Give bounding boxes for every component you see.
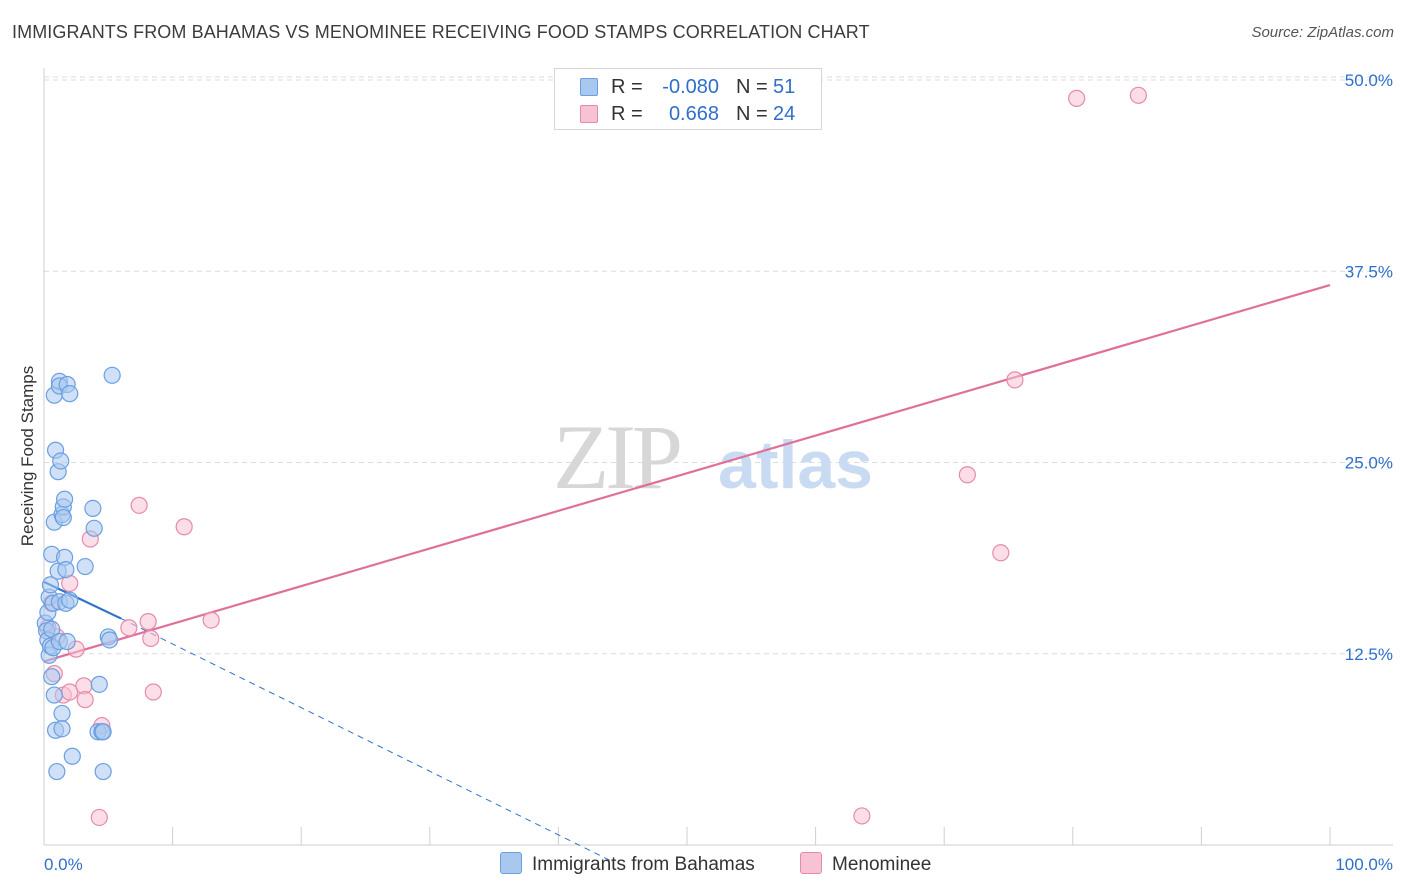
menominee-point [76, 691, 94, 709]
menominee-point [175, 518, 193, 536]
y-axis-label: Receiving Food Stamps [18, 366, 37, 546]
bahamas-point [61, 385, 79, 403]
y-tick-label: 25.0% [1345, 454, 1393, 473]
bottom-legend-label: Menominee [832, 854, 932, 875]
bottom-legend-bahamas: Immigrants from Bahamas [500, 852, 755, 876]
menominee-point [142, 629, 160, 648]
menominee-point [1068, 89, 1086, 107]
legend-r-label: R = [611, 103, 643, 125]
bahamas-point [57, 560, 75, 579]
source-label: Source: ZipAtlas.com [1251, 24, 1394, 41]
watermark-zip: ZIP [553, 406, 680, 508]
menominee-point [853, 807, 871, 825]
menominee-point [958, 466, 976, 484]
bahamas-point [76, 557, 94, 576]
legend-swatch-pink [580, 105, 598, 123]
bahamas-point [63, 747, 81, 765]
menominee-point [130, 496, 148, 514]
bahamas-point [100, 631, 119, 649]
bahamas-point [53, 720, 71, 738]
bahamas-point [41, 576, 60, 594]
watermark-atlas: atlas [718, 427, 873, 503]
bottom-legend-label: Immigrants from Bahamas [532, 854, 755, 875]
bahamas-point [61, 591, 79, 609]
bottom-legend-menominee: Menominee [800, 852, 931, 876]
menominee-point [1129, 86, 1147, 104]
menominee-point [1006, 371, 1024, 389]
bahamas-point [45, 686, 63, 704]
bahamas-trend-extension [120, 618, 611, 861]
bahamas-point [52, 452, 70, 470]
bahamas-point [58, 632, 76, 651]
bahamas-point [84, 499, 102, 517]
bottom-swatch-blue [500, 852, 522, 874]
bahamas-point [54, 508, 72, 527]
legend-r-label: R = [611, 76, 643, 98]
bahamas-point [43, 668, 61, 686]
bahamas-point [48, 762, 66, 781]
x-tick-label-min: 0.0% [44, 855, 83, 874]
bahamas-point [94, 723, 112, 741]
legend-n-label: N = [736, 76, 768, 98]
menominee-trend-line [43, 283, 1331, 663]
chart-title: IMMIGRANTS FROM BAHAMAS VS MENOMINEE REC… [12, 22, 870, 42]
y-tick-label: 50.0% [1345, 71, 1393, 90]
legend-row-menominee: R = 0.668 N = 24 [555, 101, 823, 127]
menominee-point [202, 611, 220, 629]
menominee-point [120, 619, 138, 637]
correlation-legend: R = -0.080 N = 51 R = 0.668 N = 24 [554, 68, 822, 130]
y-tick-label: 37.5% [1345, 262, 1393, 281]
bahamas-point [85, 519, 103, 537]
menominee-point [992, 544, 1010, 562]
bahamas-point [94, 762, 112, 781]
legend-swatch-blue [580, 78, 598, 96]
legend-n-value: 51 [773, 76, 796, 98]
grid-lines [44, 76, 1393, 655]
axes: 12.5% 25.0% 37.5% 50.0% 0.0% 100.0% [43, 68, 1393, 874]
legend-row-bahamas: R = -0.080 N = 51 [555, 74, 823, 100]
bahamas-point [43, 620, 61, 638]
y-tick-label: 12.5% [1345, 645, 1393, 664]
menominee-point [90, 808, 108, 827]
x-tick-label-max: 100.0% [1335, 855, 1393, 874]
trend-lines [43, 283, 1331, 861]
bahamas-point [53, 704, 71, 723]
data-points [36, 86, 1147, 827]
legend-n-label: N = [736, 103, 768, 125]
menominee-point [139, 613, 157, 631]
menominee-point [144, 683, 162, 701]
legend-r-value: 0.668 [668, 103, 719, 125]
bahamas-point [103, 366, 121, 384]
legend-n-value: 24 [773, 103, 796, 125]
bottom-swatch-pink [800, 852, 822, 874]
bahamas-point [55, 490, 74, 508]
bahamas-point [90, 675, 108, 693]
legend-r-value: -0.080 [662, 76, 719, 98]
